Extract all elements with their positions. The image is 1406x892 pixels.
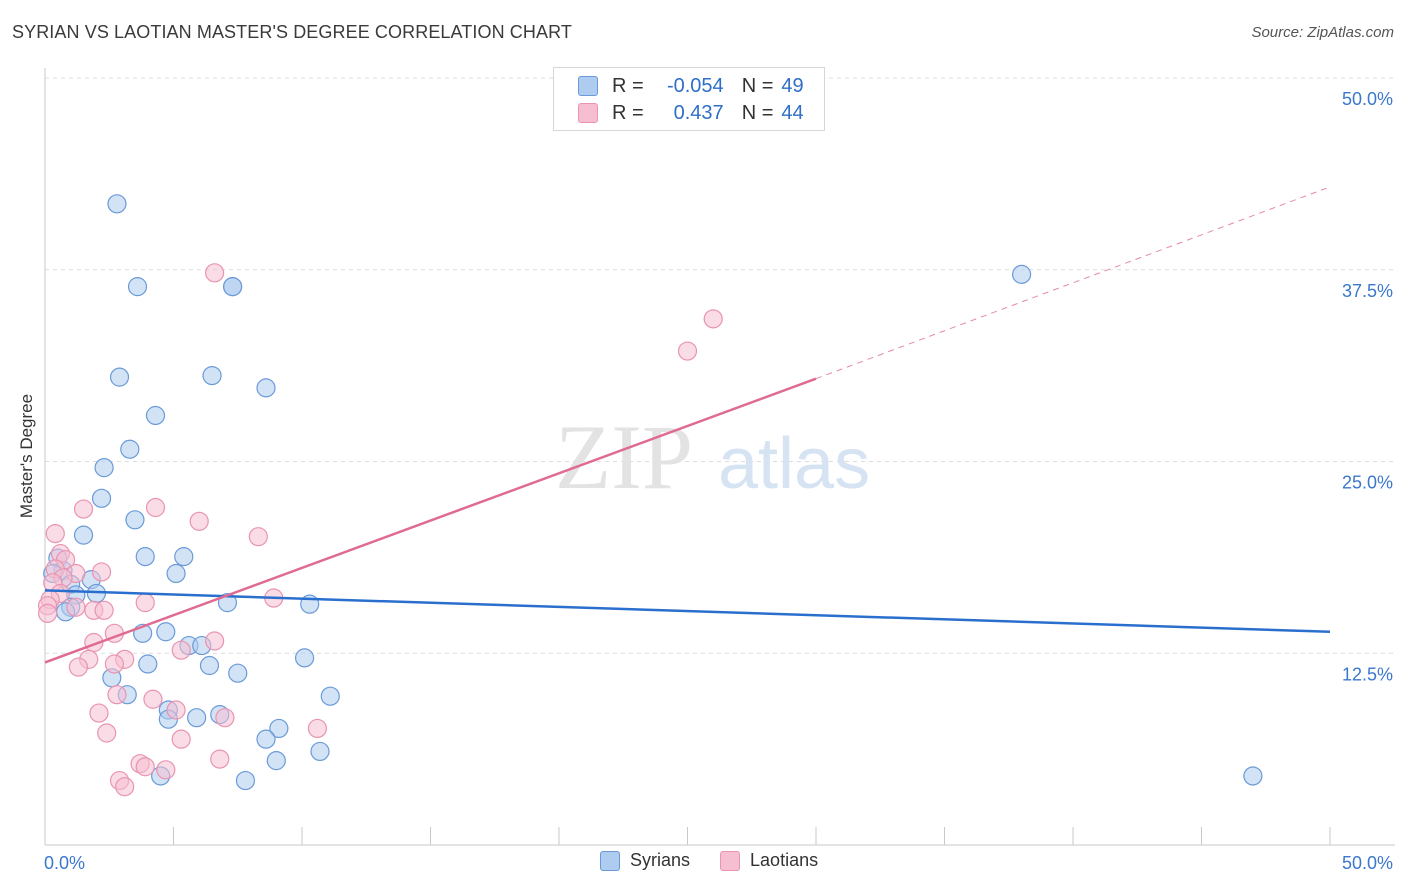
syrian-point xyxy=(91,488,112,508)
laotian-point xyxy=(97,723,117,743)
syrian-point xyxy=(223,277,243,297)
y-tick-label: 25.0% xyxy=(1342,473,1393,493)
laotian-point xyxy=(91,562,112,582)
r-value: 0.437 xyxy=(673,101,724,124)
syrian-point xyxy=(294,648,315,668)
laotian-point xyxy=(205,263,225,283)
y-tick-label: 50.0% xyxy=(1342,89,1393,109)
laotians-swatch xyxy=(578,103,598,123)
laotian-point xyxy=(166,700,186,720)
laotian-point xyxy=(210,749,230,769)
correlation-legend: R = -0.054 N = 49 R = 0.437 N = 44 xyxy=(553,67,825,131)
laotian-trend-line xyxy=(44,377,817,664)
laotian-point xyxy=(135,593,155,613)
watermark-zip: ZIP xyxy=(555,406,693,508)
syrian-point xyxy=(73,525,94,545)
chart-source: Source: ZipAtlas.com xyxy=(1251,24,1394,41)
legend-item-syrians[interactable]: Syrians xyxy=(600,850,690,871)
syrian-point xyxy=(199,655,220,676)
laotian-point xyxy=(45,523,65,544)
n-label: N = xyxy=(741,74,774,97)
laotian-point xyxy=(89,703,109,723)
laotian-point xyxy=(677,341,698,361)
legend-row-syrians: R = -0.054 N = 49 xyxy=(578,73,804,99)
syrian-point xyxy=(202,365,222,386)
syrian-point xyxy=(320,686,340,706)
laotian-point xyxy=(703,309,723,329)
laotian-point xyxy=(115,777,135,797)
series-legend: Syrians Laotians xyxy=(600,850,848,871)
legend-item-laotians[interactable]: Laotians xyxy=(720,850,818,871)
syrian-point xyxy=(235,770,256,791)
y-tick-label: 37.5% xyxy=(1342,281,1393,301)
syrian-point xyxy=(256,729,276,749)
syrian-point xyxy=(138,654,158,674)
laotian-point xyxy=(143,689,163,709)
syrian-point xyxy=(174,547,194,567)
watermark-atlas: atlas xyxy=(718,424,870,504)
laotian-point xyxy=(107,685,127,705)
laotian-point xyxy=(171,729,191,749)
syrian-point xyxy=(256,378,276,398)
syrian-point xyxy=(1243,766,1263,786)
laotian-point xyxy=(215,708,235,728)
tick-labels: 12.5% 25.0% 37.5% 50.0% 0.0% 50.0% xyxy=(44,89,1393,873)
syrian-point xyxy=(107,194,127,214)
n-label: N = xyxy=(741,101,774,124)
laotian-point xyxy=(171,640,191,660)
laotian-point xyxy=(248,527,268,547)
n-value: 49 xyxy=(781,74,804,97)
laotian-point xyxy=(205,631,225,651)
y-tick-label: 12.5% xyxy=(1342,664,1393,684)
laotians-swatch xyxy=(720,850,741,871)
r-label: R = xyxy=(612,101,644,124)
legend-label: Syrians xyxy=(630,850,691,870)
laotian-point xyxy=(145,497,166,518)
laotian-point xyxy=(104,654,124,674)
n-value: 44 xyxy=(781,101,804,124)
laotian-point xyxy=(66,597,86,617)
syrian-point xyxy=(109,367,130,387)
syrians-swatch xyxy=(578,76,598,96)
syrian-point xyxy=(145,405,166,426)
syrian-point xyxy=(269,718,289,739)
syrian-point xyxy=(310,741,330,762)
syrian-point xyxy=(125,510,145,530)
syrian-point xyxy=(228,663,248,683)
r-label: R = xyxy=(612,74,644,97)
laotian-point xyxy=(189,511,209,531)
laotian-point xyxy=(94,600,114,620)
syrian-point xyxy=(127,277,148,297)
axes xyxy=(44,68,1395,846)
syrians-swatch xyxy=(600,850,620,871)
syrian-point xyxy=(156,622,176,642)
syrian-point xyxy=(94,458,114,478)
syrian-point xyxy=(1011,264,1032,284)
gridlines xyxy=(45,77,1395,654)
syrian-point xyxy=(135,547,155,567)
syrian-point xyxy=(187,708,207,728)
trend-lines xyxy=(44,186,1331,664)
syrian-point xyxy=(120,439,140,459)
r-value: -0.054 xyxy=(666,74,724,97)
laotian-point xyxy=(135,757,155,777)
laotian-point xyxy=(156,760,176,780)
laotian-trend-extension xyxy=(815,186,1331,380)
data-points xyxy=(37,194,1263,797)
watermark: ZIP atlas xyxy=(555,406,870,508)
syrian-point xyxy=(166,563,186,584)
syrian-trend-line xyxy=(44,589,1331,634)
legend-label: Laotians xyxy=(750,850,819,870)
legend-row-laotians: R = 0.437 N = 44 xyxy=(578,100,804,126)
laotian-point xyxy=(73,499,94,519)
laotian-point xyxy=(68,657,89,677)
x-tick-label: 50.0% xyxy=(1342,853,1393,873)
x-tick-label: 0.0% xyxy=(44,853,85,873)
laotian-point xyxy=(37,603,58,623)
chart-title: SYRIAN VS LAOTIAN MASTER'S DEGREE CORREL… xyxy=(12,22,572,42)
laotian-point xyxy=(307,718,328,739)
syrian-point xyxy=(266,751,286,771)
